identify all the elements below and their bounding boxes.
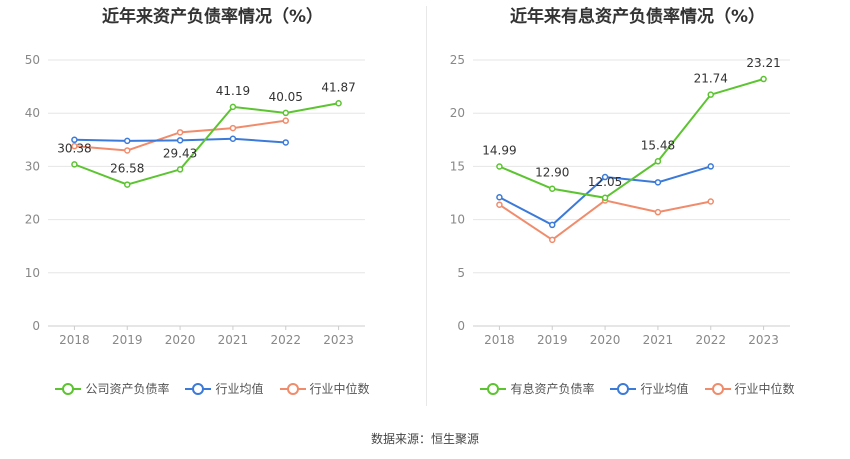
series-line (499, 78, 764, 199)
x-tick-label: 2023 (748, 333, 779, 347)
data-label: 30.38 (57, 141, 91, 155)
legend-marker-icon (279, 382, 306, 396)
y-tick-label: 20 (25, 213, 40, 227)
data-point (282, 139, 289, 146)
chart-panel-interest-debt-ratio: 近年来有息资产负债率情况（%） 0 5 10 15 20 25 2018 2019 2020 20… (425, 0, 850, 420)
data-point (71, 161, 78, 168)
data-point (601, 194, 609, 202)
data-point (496, 194, 503, 201)
x-tick-label: 2021 (218, 333, 249, 347)
data-point (549, 221, 556, 229)
data-point (71, 142, 78, 150)
x-tick-label: 2022 (270, 333, 301, 347)
legend-item[interactable]: 行业中位数 (704, 380, 795, 397)
data-point (229, 124, 237, 132)
y-tick-label: 10 (25, 266, 40, 280)
x-tick-label: 2022 (695, 333, 726, 347)
data-point (176, 166, 184, 173)
legend-item[interactable]: 公司资产负债率 (55, 380, 169, 397)
data-source-note: 数据来源：恒生聚源 (370, 432, 479, 446)
legend-marker-icon (610, 382, 637, 396)
legend-label: 行业均值 (215, 382, 264, 396)
x-tick-label: 2021 (643, 333, 674, 347)
legend-label: 行业中位数 (734, 382, 795, 396)
data-label: 41.87 (321, 80, 355, 94)
x-tick-label: 2019 (112, 333, 143, 347)
y-tick-label: 25 (450, 53, 465, 67)
data-point (549, 185, 556, 192)
data-point (124, 147, 131, 154)
line-chart-interest-debt-ratio: 0 5 10 15 20 25 2018 2019 2020 2021 2022 2023 14.99 1… (450, 53, 790, 347)
x-tick-label: 2023 (323, 333, 354, 347)
data-point (124, 181, 131, 188)
line-chart-debt-ratio: 0 10 20 30 40 50 2018 2019 2020 2021 2022 2023 30.38… (25, 53, 365, 347)
series-line (498, 199, 711, 242)
data-label: 40.05 (269, 90, 303, 104)
x-tick-label: 2020 (590, 333, 621, 347)
data-label: 14.99 (482, 144, 516, 158)
y-tick-label: 5 (457, 266, 465, 280)
data-point (71, 136, 78, 144)
legend-label: 行业中位数 (309, 382, 370, 396)
data-point (496, 201, 503, 208)
legend-marker-icon (480, 382, 507, 396)
y-tick-label: 0 (457, 319, 465, 333)
data-point (707, 91, 714, 98)
data-label: 12.90 (535, 166, 569, 180)
data-point (176, 129, 184, 136)
data-label: 29.43 (163, 146, 197, 160)
data-point (760, 75, 767, 83)
chart-legend: 公司资产负债率 行业均值 行业中位数 (0, 380, 425, 397)
data-point (335, 100, 342, 107)
data-point (282, 109, 289, 117)
legend-label: 有息资产负债率 (510, 382, 595, 396)
y-tick-label: 15 (450, 159, 465, 173)
data-point (549, 236, 556, 244)
x-tick-label: 2018 (484, 333, 515, 347)
data-label: 26.58 (110, 162, 144, 176)
data-point (282, 117, 289, 124)
data-point (176, 137, 184, 144)
y-tick-label: 50 (25, 53, 40, 67)
legend-marker-icon (704, 382, 731, 396)
x-tick-label: 2019 (537, 333, 568, 347)
legend-item[interactable]: 有息资产负债率 (480, 380, 594, 397)
series-line (74, 102, 339, 186)
legend-label: 行业均值 (640, 382, 689, 396)
y-tick-label: 0 (32, 319, 40, 333)
legend-label: 公司资产负债率 (85, 382, 170, 396)
legend-marker-icon (55, 382, 82, 396)
chart-legend: 有息资产负债率 行业均值 行业中位数 (425, 380, 850, 397)
data-point (229, 103, 237, 111)
x-tick-label: 2020 (165, 333, 196, 347)
data-point (496, 163, 503, 170)
legend-item[interactable]: 行业中位数 (279, 380, 370, 397)
y-tick-label: 20 (450, 106, 465, 120)
legend-item[interactable]: 行业均值 (610, 380, 689, 397)
data-point (124, 137, 131, 145)
x-tick-label: 2018 (59, 333, 90, 347)
chart-title: 近年来有息资产负债率情况（%） (509, 7, 766, 27)
data-point (229, 135, 237, 142)
data-point (654, 179, 662, 186)
y-tick-label: 30 (25, 159, 40, 173)
data-label: 41.19 (216, 84, 250, 98)
data-point (654, 208, 662, 216)
data-label: 21.74 (694, 72, 728, 86)
data-point (654, 158, 662, 165)
data-label: 15.48 (641, 138, 675, 152)
data-label: 23.21 (746, 56, 780, 70)
y-tick-label: 10 (450, 213, 465, 227)
y-tick-label: 40 (25, 106, 40, 120)
panel-divider (426, 6, 427, 406)
legend-marker-icon (185, 382, 212, 396)
data-point (707, 163, 714, 170)
chart-panel-debt-ratio: 近年来资产负债率情况（%） 0 10 20 30 40 50 2018 2019 2020 202… (0, 0, 425, 420)
data-point (707, 198, 714, 205)
data-label: 12.05 (588, 175, 622, 189)
legend-item[interactable]: 行业均值 (185, 380, 264, 397)
data-point (601, 173, 609, 181)
chart-title: 近年来资产负债率情况（%） (101, 7, 324, 27)
